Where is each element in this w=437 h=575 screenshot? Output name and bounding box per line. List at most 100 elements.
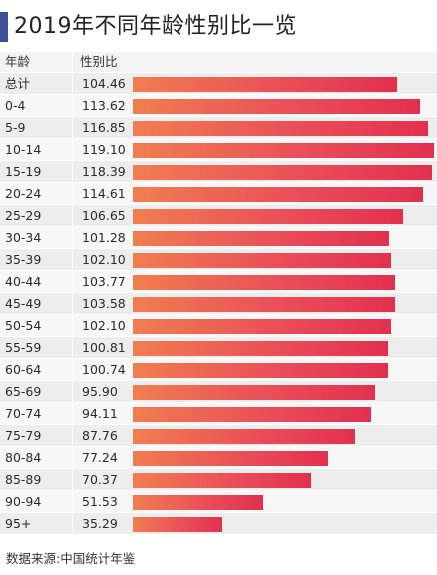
column-divider: [72, 183, 73, 204]
column-divider: [72, 425, 73, 446]
table-row: 90-94 51.53: [0, 491, 437, 512]
column-divider: [72, 117, 73, 138]
column-divider: [72, 293, 73, 314]
sex-ratio-bar: [133, 319, 391, 334]
column-divider: [72, 271, 73, 292]
sex-ratio-value: 35.29: [82, 516, 118, 531]
age-group-label: 80-84: [5, 450, 42, 465]
sex-ratio-bar: [133, 429, 355, 444]
column-divider: [72, 205, 73, 226]
age-group-label: 0-4: [5, 98, 26, 113]
sex-ratio-bar: [133, 231, 389, 246]
sex-ratio-bar: [133, 143, 434, 158]
age-group-label: 70-74: [5, 406, 42, 421]
sex-ratio-value: 119.10: [82, 142, 126, 157]
column-divider: [72, 139, 73, 160]
age-group-label: 5-9: [5, 120, 26, 135]
table-row: 40-44 103.77: [0, 271, 437, 292]
age-group-label: 40-44: [5, 274, 42, 289]
sex-ratio-value: 77.24: [82, 450, 118, 465]
column-divider: [72, 315, 73, 336]
age-group-label: 总计: [5, 76, 31, 91]
age-group-label: 45-49: [5, 296, 42, 311]
sex-ratio-bar: [133, 77, 397, 92]
source-note: 数据来源:中国统计年鉴: [6, 551, 136, 566]
sex-ratio-bar: [133, 209, 403, 224]
sex-ratio-value: 51.53: [82, 494, 118, 509]
sex-ratio-bar: [133, 187, 423, 202]
age-group-label: 35-39: [5, 252, 42, 267]
sex-ratio-bar: [133, 495, 263, 510]
age-group-label: 95+: [5, 516, 32, 531]
sex-ratio-value: 113.62: [82, 98, 126, 113]
age-group-label: 25-29: [5, 208, 42, 223]
ratio-column-header: 性别比: [80, 54, 118, 69]
age-group-label: 15-19: [5, 164, 42, 179]
age-group-label: 20-24: [5, 186, 42, 201]
title-bar: 2019年不同年龄性别比一览: [0, 10, 437, 44]
table-row: 45-49 103.58: [0, 293, 437, 314]
age-group-label: 85-89: [5, 472, 42, 487]
sex-ratio-bar: [133, 253, 391, 268]
age-group-label: 10-14: [5, 142, 42, 157]
sex-ratio-value: 114.61: [82, 186, 126, 201]
sex-ratio-bar: [133, 275, 395, 290]
title-accent-bar: [0, 12, 8, 42]
sex-ratio-bar: [133, 99, 420, 114]
sex-ratio-bar: [133, 451, 328, 466]
sex-ratio-bar: [133, 385, 375, 400]
age-column-header: 年龄: [5, 54, 31, 69]
column-divider: [72, 513, 73, 534]
column-divider: [72, 381, 73, 402]
age-group-label: 60-64: [5, 362, 42, 377]
table-row: 0-4 113.62: [0, 95, 437, 116]
table-row: 10-14 119.10: [0, 139, 437, 160]
chart-title: 2019年不同年龄性别比一览: [14, 14, 297, 39]
column-divider: [72, 161, 73, 182]
table-row: 55-59 100.81: [0, 337, 437, 358]
sex-ratio-value: 70.37: [82, 472, 118, 487]
table-row: 50-54 102.10: [0, 315, 437, 336]
header-background: [0, 52, 437, 72]
column-divider: [72, 447, 73, 468]
age-group-label: 50-54: [5, 318, 42, 333]
table-row: 60-64 100.74: [0, 359, 437, 380]
table-row: 25-29 106.65: [0, 205, 437, 226]
table-row: 70-74 94.11: [0, 403, 437, 424]
table-row: 5-9 116.85: [0, 117, 437, 138]
sex-ratio-value: 102.10: [82, 252, 126, 267]
sex-ratio-value: 116.85: [82, 120, 126, 135]
age-group-label: 30-34: [5, 230, 42, 245]
age-group-label: 90-94: [5, 494, 42, 509]
sex-ratio-value: 103.58: [82, 296, 126, 311]
column-divider: [72, 52, 73, 72]
sex-ratio-bar: [133, 363, 388, 378]
column-divider: [72, 73, 73, 94]
sex-ratio-value: 118.39: [82, 164, 126, 179]
table-row: 75-79 87.76: [0, 425, 437, 446]
column-divider: [72, 227, 73, 248]
age-group-label: 65-69: [5, 384, 42, 399]
sex-ratio-bar: [133, 165, 432, 180]
table-row: 总计 104.46: [0, 73, 437, 94]
sex-ratio-bar: [133, 341, 388, 356]
sex-ratio-bar: [133, 517, 222, 532]
sex-ratio-value: 103.77: [82, 274, 126, 289]
column-divider: [72, 337, 73, 358]
column-divider: [72, 469, 73, 490]
sex-ratio-value: 95.90: [82, 384, 118, 399]
sex-ratio-value: 100.81: [82, 340, 126, 355]
column-divider: [72, 403, 73, 424]
table-row: 65-69 95.90: [0, 381, 437, 402]
sex-ratio-bar: [133, 297, 395, 312]
table-row: 35-39 102.10: [0, 249, 437, 270]
sex-ratio-value: 106.65: [82, 208, 126, 223]
table-row: 80-84 77.24: [0, 447, 437, 468]
table-row: 85-89 70.37: [0, 469, 437, 490]
sex-ratio-value: 100.74: [82, 362, 126, 377]
column-divider: [72, 249, 73, 270]
sex-ratio-value: 101.28: [82, 230, 126, 245]
column-divider: [72, 491, 73, 512]
age-group-label: 55-59: [5, 340, 42, 355]
sex-ratio-bar: [133, 473, 311, 488]
